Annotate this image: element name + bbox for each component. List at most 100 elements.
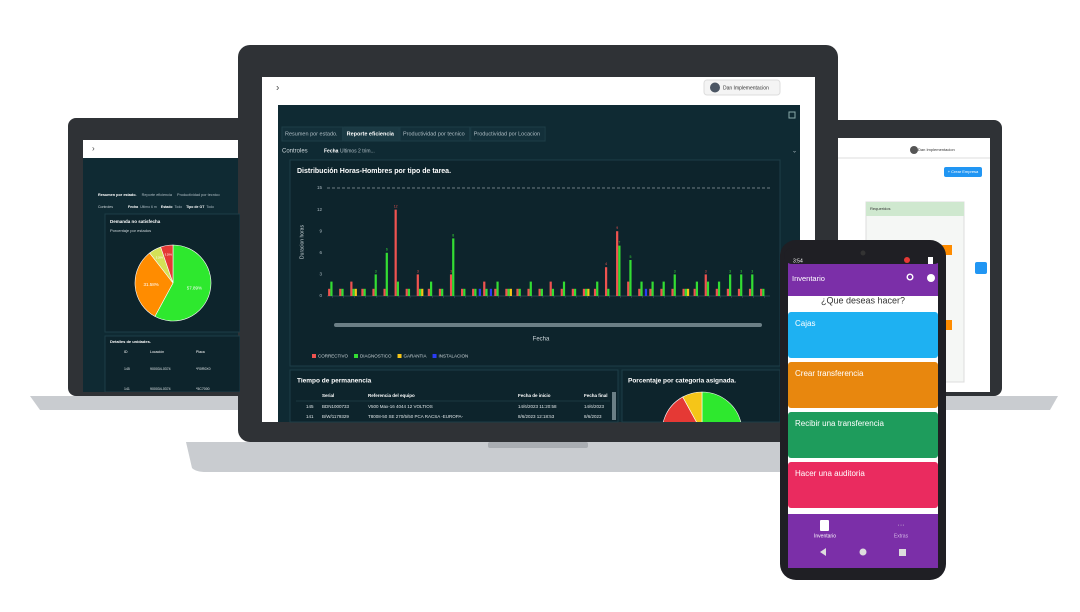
table-cell: 900034-0374 [150, 367, 171, 371]
bar [374, 274, 377, 296]
side-button[interactable] [975, 262, 987, 274]
table-panel [289, 369, 619, 423]
tab-bg[interactable] [399, 126, 471, 142]
nav-label[interactable]: Inventario [814, 533, 836, 539]
table-cell: 900034-0374 [150, 387, 171, 391]
create-button[interactable] [944, 167, 982, 177]
bottom-nav [788, 514, 938, 568]
table-cell: B/W/1179329 [322, 414, 349, 419]
menu-item-label[interactable]: Cajas [795, 319, 815, 328]
pie-label: 31.58% [143, 282, 158, 287]
table-scrollbar[interactable] [612, 392, 616, 420]
table-cell: *5C7000 [196, 387, 210, 391]
y-tick-label: 6 [319, 250, 322, 255]
table-header: ID [124, 350, 128, 354]
nav-icon[interactable] [820, 520, 829, 531]
nav-icon[interactable]: ··· [898, 522, 905, 529]
expand-icon[interactable] [788, 111, 796, 119]
legend-swatch [312, 354, 316, 358]
menu-item[interactable] [788, 312, 938, 358]
menu-item[interactable] [788, 412, 938, 458]
menu-item-label[interactable]: Hacer una auditoria [795, 469, 865, 478]
bar [396, 281, 399, 296]
avatar [910, 146, 918, 154]
pie-label: 5.26% [156, 257, 164, 260]
filter-value[interactable]: Ultimo 6 m [140, 205, 157, 209]
tab[interactable]: Resumen por estado. [285, 131, 338, 137]
tab[interactable]: Reporte eficiencia [347, 131, 395, 137]
value-label: 8 [452, 233, 454, 237]
bar [607, 288, 610, 296]
tab[interactable]: Reporte eficiencia [142, 193, 173, 197]
tab-bg[interactable] [343, 126, 400, 142]
legend-label: GARANTIA [404, 354, 427, 359]
app-bar [788, 262, 938, 296]
pie-label: 57.89% [187, 286, 202, 291]
bar [472, 288, 475, 296]
filter-value[interactable]: Todo [175, 205, 183, 209]
laptop-base [186, 442, 890, 472]
bar [507, 288, 510, 296]
battery [928, 257, 933, 264]
bar [726, 288, 730, 296]
pie-slice [682, 391, 703, 422]
bar [748, 288, 752, 296]
pie-slice [134, 252, 174, 317]
phone: 3:54 Inventario ¿Que deseas hacer? ··· [780, 240, 946, 580]
status-time: 3:54 [793, 258, 803, 264]
tab-bg[interactable] [281, 126, 344, 142]
bar [660, 288, 663, 296]
prompt: ¿Que deseas hacer? [821, 295, 905, 305]
home-button[interactable] [859, 548, 867, 556]
menu-icon[interactable]: › [92, 144, 95, 153]
pie-slice [160, 244, 174, 284]
menu-item[interactable] [788, 462, 938, 508]
tab[interactable]: Productividad por tecnico [177, 193, 220, 197]
legend-label: INSTALACION [439, 354, 469, 359]
table-cell: 141 [306, 414, 314, 419]
nav-label[interactable]: Extras [894, 533, 909, 539]
bar [463, 288, 466, 296]
location-icon[interactable] [906, 273, 914, 281]
bar [715, 288, 718, 296]
menu-item-label[interactable]: Recibir una transferencia [795, 419, 884, 428]
pie-label: 5.26% [165, 254, 173, 257]
user-pill[interactable] [703, 79, 781, 96]
back-button[interactable] [820, 548, 826, 556]
bar [538, 288, 541, 296]
recents-button[interactable] [899, 549, 906, 556]
bar [354, 288, 357, 296]
menu-item[interactable] [788, 362, 938, 408]
y-axis-label: Duracion horas [299, 225, 305, 259]
bar [452, 238, 455, 296]
bar [682, 288, 685, 296]
bar [585, 288, 588, 296]
bar [339, 288, 342, 296]
bar [478, 288, 481, 296]
filter-label: Estado [161, 205, 173, 209]
tab-bg[interactable] [470, 126, 546, 142]
scrollbar[interactable] [334, 323, 762, 327]
filter-value[interactable]: Todo [206, 205, 214, 209]
filter-label: Fecha [324, 148, 339, 154]
button-label[interactable]: + Crear Empresa [948, 169, 979, 174]
tab[interactable]: Productividad por Locacion [474, 131, 540, 137]
filter-value[interactable]: Ultimos 2 trim... [340, 148, 375, 154]
tab[interactable]: Productividad por tecnico [403, 131, 465, 137]
notch [488, 442, 588, 448]
legend-swatch [354, 354, 359, 358]
bar [695, 281, 699, 296]
collapse-icon[interactable]: ⌄ [792, 149, 797, 155]
legend-swatch [397, 354, 402, 358]
bar [474, 288, 477, 296]
menu-icon[interactable]: › [276, 83, 279, 94]
table-cell: *R0R0X0 [196, 367, 211, 371]
y-tick-label: 9 [319, 228, 322, 233]
bar [593, 288, 597, 296]
account-icon[interactable] [927, 274, 935, 282]
tab[interactable]: Resumen por estado. [98, 193, 137, 197]
y-tick-label: 3 [319, 272, 322, 277]
box-icon [942, 320, 952, 330]
menu-item-label[interactable]: Crear transferencia [795, 369, 864, 378]
